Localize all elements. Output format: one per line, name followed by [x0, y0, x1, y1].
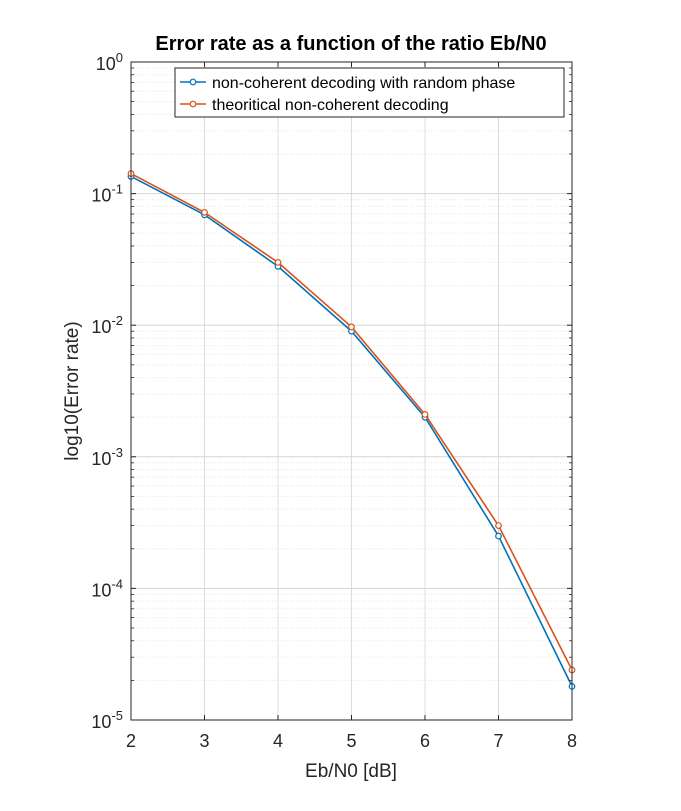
data-point-series-2 [348, 323, 355, 331]
chart-title: Error rate as a function of the ratio Eb… [155, 33, 546, 55]
legend-marker-1 [189, 78, 197, 86]
x-tick-label: 4 [273, 731, 283, 751]
x-tick-label: 8 [567, 731, 577, 751]
data-point-series-2 [201, 208, 208, 216]
y-tick-label: 10-4 [91, 576, 123, 600]
x-tick-label: 6 [420, 731, 430, 751]
x-axis-label: Eb/N0 [dB] [305, 761, 397, 782]
y-tick-label: 10-1 [91, 182, 123, 206]
tick-labels: 2 3 4 5 6 7 8 100 10-1 10-2 10-3 10-4 10-5 [91, 50, 577, 751]
legend-label-1: non-coherent decoding with random phase [212, 75, 515, 92]
x-tick-label: 7 [493, 731, 503, 751]
data-point-series-2 [421, 410, 429, 418]
y-axis-label: log10(Error rate) [62, 321, 83, 460]
legend-label-2: theoritical non-coherent decoding [212, 97, 449, 114]
data-point-series-2 [274, 259, 282, 266]
series-group [127, 170, 576, 690]
x-tick-label: 3 [199, 731, 209, 751]
legend-marker-2 [189, 100, 197, 108]
y-tick-label: 100 [96, 50, 123, 74]
axes [130, 61, 573, 721]
data-point-series-2 [495, 522, 502, 530]
y-tick-label: 10-2 [91, 313, 123, 337]
x-tick-label: 2 [126, 731, 136, 751]
y-tick-label: 10-5 [91, 708, 123, 732]
y-tick-label: 10-3 [91, 445, 123, 469]
data-point-series-1 [495, 532, 502, 540]
legend-box [174, 67, 565, 118]
x-tick-label: 5 [346, 731, 356, 751]
legend: non-coherent decoding with random phase t… [174, 67, 565, 118]
